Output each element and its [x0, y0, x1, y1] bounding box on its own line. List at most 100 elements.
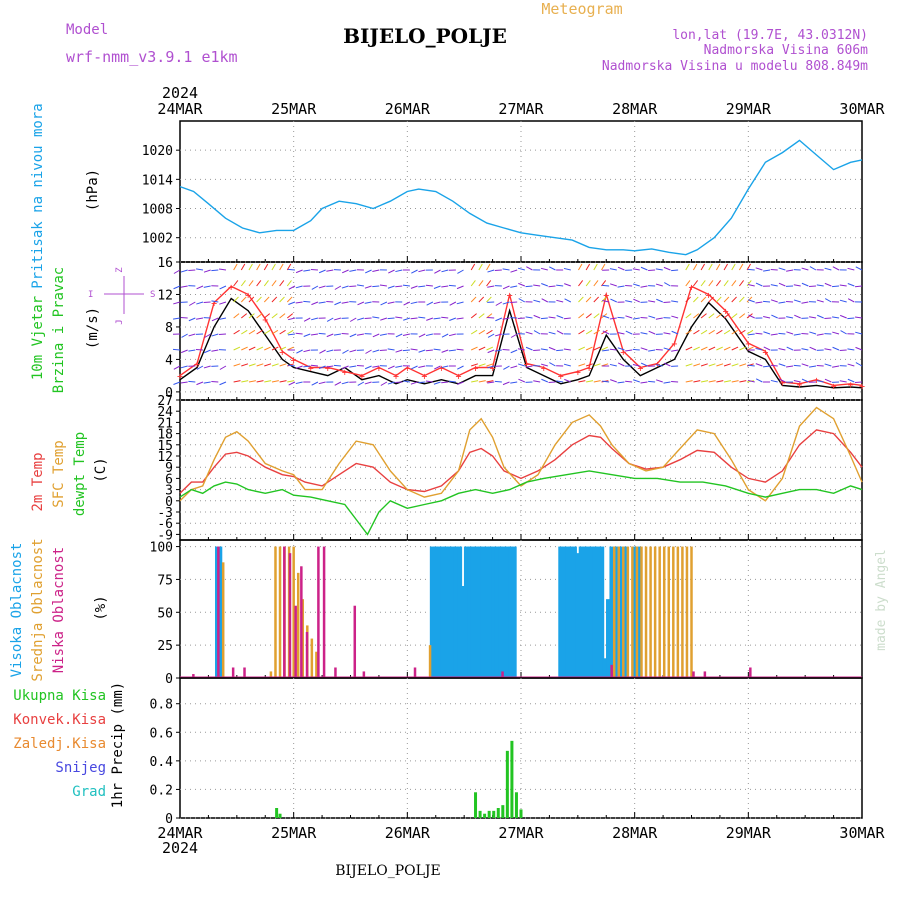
clouds-bar: [622, 546, 625, 678]
wind-arrow: [287, 329, 294, 335]
wind-arrow: [256, 313, 263, 319]
wind-arrow: [441, 381, 449, 384]
wind-arrow: [256, 363, 264, 367]
wind-arrow: [271, 329, 279, 335]
chart-title: BIJELO_POLJE: [343, 24, 507, 48]
temperature-ytick-label: 0: [165, 495, 173, 510]
temperature-series-dewpt-temp: [179, 470, 863, 536]
wind-arrow: [541, 298, 549, 303]
wind-arrow: [319, 349, 326, 354]
gust-marker: +: [211, 299, 217, 310]
wind-arrow: [831, 285, 840, 288]
wind-arrow: [510, 349, 518, 354]
year-bottom: 2024: [162, 839, 198, 857]
clouds-bar: [690, 546, 693, 678]
wind-arrow: [556, 315, 564, 319]
wind-arrow: [502, 268, 510, 271]
wind-arrow: [180, 349, 188, 354]
wind-arrow: [517, 267, 525, 271]
wind-arrow: [655, 268, 663, 271]
wind-arrow: [456, 381, 464, 385]
wind-ytick-label: 12: [157, 288, 173, 303]
wind-arrow: [578, 280, 584, 287]
cloud-unit: (%): [93, 595, 109, 620]
wind-arrow: [671, 300, 679, 303]
precipitation-bar: [478, 810, 482, 818]
clouds-ytick-label: 0: [165, 672, 173, 687]
wind-arrow: [372, 349, 380, 353]
wind-arrow: [233, 346, 241, 351]
wind-arrow: [648, 315, 656, 319]
wind-arrow: [279, 263, 284, 271]
wind-arrow: [855, 362, 863, 367]
gust-marker: +: [688, 282, 694, 293]
wind-arrow: [203, 269, 211, 273]
clouds-bar: [649, 546, 652, 678]
wind-arrow: [602, 380, 610, 383]
wind-arrow: [723, 346, 731, 351]
wind-arrow: [288, 317, 296, 321]
wind-arrow: [809, 365, 817, 368]
wind-arrow: [478, 363, 486, 367]
wind-arrow: [418, 349, 426, 353]
wind-arrow: [295, 381, 303, 385]
gust-marker: +: [620, 347, 626, 358]
wind-arrow: [349, 365, 357, 368]
wind-arrow: [288, 381, 296, 386]
clouds-ytick-label: 75: [157, 573, 173, 588]
wind-arrow: [233, 296, 239, 303]
wind-arrow: [456, 348, 464, 351]
wind-arrow: [271, 296, 278, 303]
temperature-ytick-label: -6: [157, 517, 173, 532]
wind-arrow: [839, 299, 847, 303]
precipitation-ytick-label: 0.4: [150, 755, 174, 770]
wind-arrow: [708, 296, 714, 303]
wind-arrow: [617, 285, 625, 288]
wind-arrow: [625, 315, 633, 319]
wind-arrow: [349, 269, 357, 272]
clouds-bar: [192, 674, 195, 678]
wind-arrow: [248, 263, 253, 271]
clouds-bar: [477, 546, 483, 678]
gust-marker: +: [586, 364, 592, 375]
gust-marker: +: [575, 368, 581, 379]
wind-arrow: [426, 301, 434, 306]
gust-marker: +: [262, 315, 268, 326]
wind-arrow: [518, 298, 526, 303]
wind-arrow: [470, 346, 478, 351]
compass-west: I: [88, 290, 93, 300]
wind-arrow: [188, 317, 196, 322]
clouds-bar: [443, 546, 449, 678]
precipitation-bar: [483, 813, 487, 818]
wind-arrow: [341, 285, 349, 289]
wind-arrow: [441, 365, 449, 369]
wind-arrow: [448, 333, 456, 337]
wind-arrow: [410, 348, 418, 351]
wind-arrow: [778, 378, 786, 383]
wind-arrow: [379, 284, 387, 287]
wind-arrow: [716, 313, 723, 319]
wind-arrow: [279, 363, 287, 367]
gust-marker: +: [762, 347, 768, 358]
wind-arrow: [334, 317, 342, 321]
wind-arrow: [311, 317, 319, 321]
clouds-bar: [508, 546, 514, 678]
wind-arrow: [233, 263, 238, 271]
wind-arrow: [824, 378, 832, 383]
wind-arrow: [715, 263, 721, 271]
wind-arrow: [487, 333, 495, 338]
wind-arrow: [418, 316, 426, 319]
gust-marker: +: [524, 359, 530, 370]
wind-arrow: [486, 296, 492, 303]
clouds-bar: [413, 667, 417, 678]
wind-arrow: [219, 365, 227, 370]
precip-ylabel: 1hr Precip (mm): [110, 682, 126, 808]
wind-arrow: [770, 333, 778, 336]
clouds-bar: [274, 546, 277, 678]
wind-arrow: [801, 267, 809, 271]
pressure-ytick-label: 1008: [142, 203, 173, 218]
wind-arrow: [286, 263, 292, 271]
wind-arrow: [578, 346, 586, 351]
wind-arrow: [585, 280, 591, 287]
wind-arrow: [731, 329, 738, 335]
